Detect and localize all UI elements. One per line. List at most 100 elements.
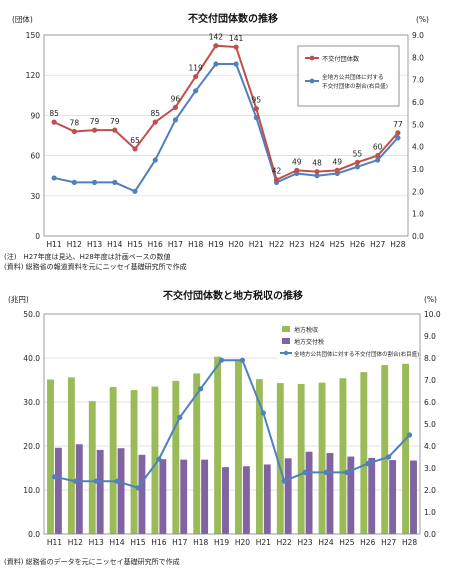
x-tick-label: H11	[47, 240, 62, 249]
legend-allocation-swatch	[282, 338, 290, 344]
series-ratio-point	[112, 179, 118, 185]
x-tick-label: H21	[256, 538, 271, 547]
series-count-point	[132, 146, 138, 152]
bar-allocation-tax	[305, 451, 313, 534]
bar-tax-revenue	[235, 360, 242, 534]
bar-tax-revenue	[360, 372, 368, 534]
x-tick-label: H19	[214, 538, 229, 547]
series-ratio-point	[172, 117, 179, 123]
right-tick-label: 5.0	[424, 420, 436, 429]
chart1-note: (注) H27年度は見込、H28年度は計画ベースの数値	[4, 253, 171, 261]
bar-allocation-tax	[263, 464, 271, 534]
x-tick-label: H15	[127, 240, 142, 249]
legend-tax-label: 地方税収	[294, 326, 318, 334]
chart-groups-and-tax: 不交付団体数と地方税収の推移 (兆円) (%) 0.0 10.0 20.0 30.0 40.0…	[8, 289, 441, 547]
chart-title: 不交付団体数と地方税収の推移	[163, 289, 303, 302]
left-tick-label: 120	[26, 71, 41, 80]
bar-tax-revenue	[193, 373, 201, 534]
right-tick-label: 7.0	[412, 76, 424, 85]
x-tick-label: H22	[269, 240, 284, 249]
series-ratio-point	[302, 469, 308, 475]
series-ratio-point	[395, 135, 401, 141]
x-tick-label: H27	[381, 538, 396, 547]
right-tick-label: 1.0	[412, 210, 424, 219]
right-tick-label: 4.0	[412, 143, 424, 152]
right-tick-label: 1.0	[424, 508, 436, 517]
series-count-point	[294, 167, 300, 173]
bar-allocation-tax	[117, 448, 125, 534]
series-count-point	[51, 119, 57, 125]
data-label: 142	[209, 33, 224, 42]
x-tick-label: H28	[402, 538, 417, 547]
x-tick-label: H20	[235, 538, 250, 547]
data-label: 85	[49, 109, 59, 118]
bar-tax-revenue	[297, 383, 305, 534]
x-tick-label: H17	[172, 538, 187, 547]
right-axis-unit: (%)	[416, 15, 429, 24]
right-tick-label: 2.0	[424, 486, 436, 495]
bar-tax-revenue	[318, 382, 326, 534]
data-label: 141	[229, 34, 244, 43]
x-tick-label: H26	[360, 538, 375, 547]
bar-allocation-tax	[368, 457, 376, 534]
series-ratio-point	[152, 157, 158, 163]
left-tick-label: 150	[26, 31, 41, 40]
series-ratio-point	[71, 179, 77, 185]
x-tick-label: H22	[277, 538, 292, 547]
bar-allocation-tax	[96, 449, 104, 534]
series-count-point	[233, 44, 239, 50]
x-tick-label: H13	[87, 240, 102, 249]
data-label: 95	[252, 96, 262, 105]
series-ratio-point	[406, 432, 413, 438]
left-axis-unit: (兆円)	[8, 294, 29, 304]
x-tick-label: H12	[68, 538, 83, 547]
series-count-point	[314, 169, 320, 175]
series-count-point	[253, 106, 259, 112]
series-ratio-point	[156, 456, 162, 462]
data-label: 55	[353, 149, 363, 158]
legend-allocation-label: 地方交付税	[294, 338, 324, 346]
x-tick-label: H24	[318, 538, 333, 547]
bar-tax-revenue	[130, 390, 138, 534]
left-tick-label: 0	[35, 232, 40, 241]
x-tick-label: H28	[390, 240, 405, 249]
series-ratio-point	[177, 414, 183, 420]
x-tick-label: H21	[249, 240, 264, 249]
series-ratio-point	[239, 357, 246, 363]
series-ratio-point	[51, 474, 58, 480]
bar-allocation-tax	[180, 459, 188, 534]
legend-ratio-marker	[283, 350, 289, 356]
series-count-point	[91, 127, 98, 133]
right-tick-label: 8.0	[424, 354, 436, 363]
left-tick-label: 60	[30, 152, 40, 161]
right-tick-label: 6.0	[412, 98, 424, 107]
left-tick-label: 30.0	[23, 398, 40, 407]
x-tick-label: H14	[107, 240, 122, 249]
right-tick-label: 9.0	[424, 332, 436, 341]
series-count-point	[193, 73, 199, 80]
left-tick-label: 50.0	[23, 310, 40, 319]
bar-allocation-tax	[54, 447, 62, 534]
bar-tax-revenue	[151, 386, 159, 534]
x-tick-label: H25	[339, 538, 354, 547]
series-ratio-point	[354, 164, 361, 170]
legend-count-label: 不交付団体数	[322, 55, 360, 63]
bar-tax-revenue	[255, 379, 263, 534]
x-tick-label: H23	[289, 240, 304, 249]
series-ratio-point	[386, 454, 392, 460]
bar-tax-revenue	[402, 363, 410, 534]
x-tick-label: H26	[350, 240, 365, 249]
left-tick-label: 40.0	[23, 354, 40, 363]
data-label: 79	[110, 117, 120, 126]
series-ratio-point	[365, 461, 371, 467]
bar-tax-revenue	[339, 378, 347, 534]
legend-box	[297, 45, 400, 107]
data-label: 77	[393, 120, 403, 129]
bar-tax-revenue	[109, 387, 117, 534]
series-count-line	[53, 44, 399, 182]
left-axis-unit: (団体)	[12, 14, 33, 24]
right-tick-label: 0.0	[424, 530, 436, 539]
x-tick-label: H14	[110, 538, 125, 547]
